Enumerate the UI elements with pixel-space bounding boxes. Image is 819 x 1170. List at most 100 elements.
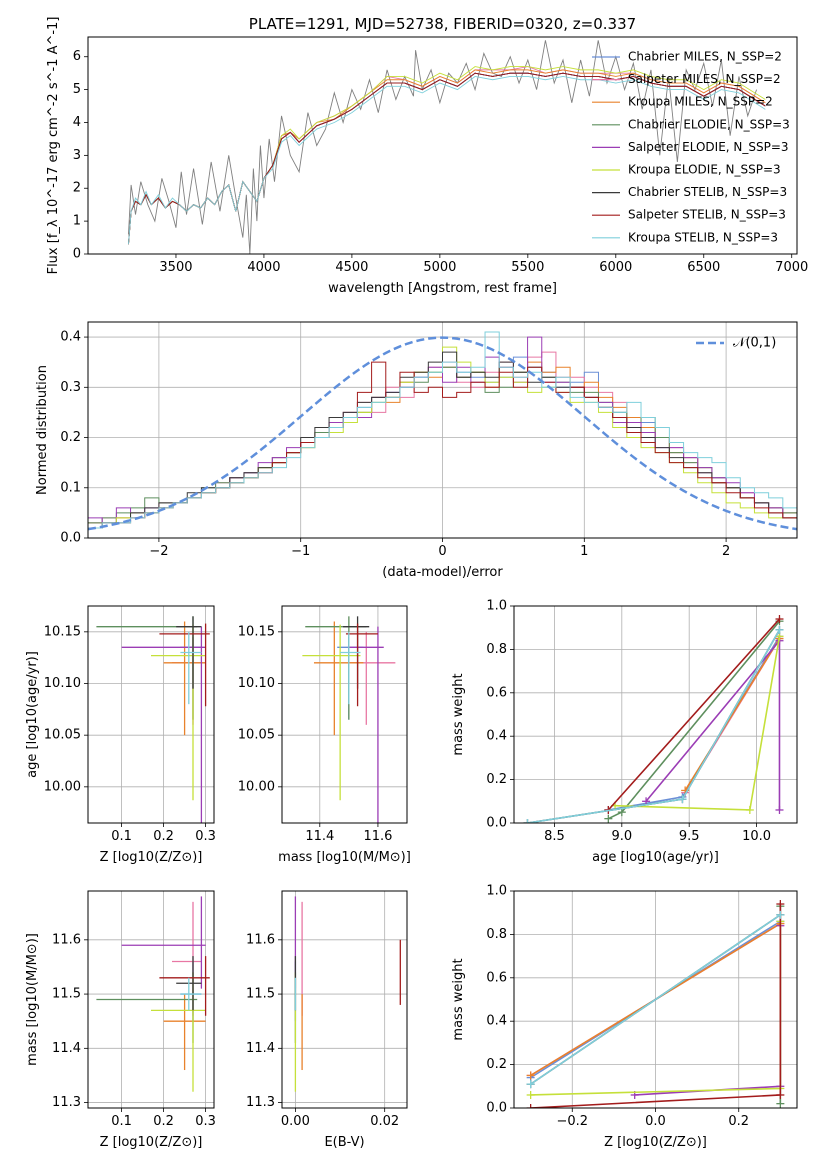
x-tick-label: 6500 — [687, 260, 720, 275]
y-tick-label: 10.00 — [44, 779, 81, 794]
mass-weight-line — [527, 629, 781, 823]
mass-vs-metallicity-panel: 0.1 0.2 0.3 11.3 11.4 11.5 11.6 Z [log10(Z/Z⊙)]… — [25, 890, 216, 1150]
legend-label: Kroupa ELODIE, N_SSP=3 — [628, 163, 781, 177]
y-tick-label: 0.6 — [486, 685, 507, 700]
x-tick-label: 10.0 — [742, 829, 771, 844]
plot-area — [526, 900, 785, 1108]
chart-title: PLATE=1291, MJD=52738, FIBERID=0320, z=0… — [249, 15, 636, 33]
x-axis-label: (data-model)/error — [382, 565, 503, 580]
mass-weight-vs-metallicity-panel: −0.2 0.0 0.2 0.0 0.2 0.4 0.6 0.8 1.0 Z [log10(Z/Z… — [451, 884, 798, 1150]
y-tick-label: 11.5 — [52, 987, 81, 1002]
plot-frame — [87, 890, 215, 1109]
x-tick-label: 0.1 — [111, 829, 132, 844]
y-tick-label: 11.6 — [246, 932, 275, 947]
y-tick-label: 0.0 — [486, 1101, 507, 1116]
x-tick-label: 0.2 — [153, 829, 174, 844]
legend-label: Chabrier STELIB, N_SSP=3 — [628, 185, 787, 199]
mass-weight-line — [615, 636, 781, 811]
x-tick-label: 5500 — [511, 260, 544, 275]
age-vs-mass-panel: 11.4 11.6 10.00 10.05 10.10 10.15 mass [log10(… — [238, 605, 411, 865]
plot-frame — [281, 890, 408, 1109]
x-tick-label: 9.0 — [611, 829, 632, 844]
residual-histogram-panel: −2 −1 0 1 2 0.0 0.1 0.2 0.3 0.4 (data-model)/error… — [35, 321, 798, 580]
observed-spectrum-line — [128, 40, 757, 254]
y-tick-label: 1 — [73, 214, 81, 229]
y-tick-label: 11.5 — [246, 987, 275, 1002]
y-tick-label: 0.2 — [486, 1057, 507, 1072]
y-tick-label: 10.10 — [238, 676, 275, 691]
plot-frame — [513, 605, 798, 824]
mass-weight-line — [530, 914, 781, 1085]
mass-weight-line — [527, 629, 781, 823]
y-tick-label: 0.2 — [486, 772, 507, 787]
x-tick-label: 0.02 — [370, 1114, 399, 1129]
plot-area — [128, 40, 766, 254]
mass-weight-line — [684, 638, 781, 791]
x-axis-label: Z [log10(Z/Z⊙)] — [604, 1135, 707, 1150]
mass-vs-extinction-panel: 0.00 0.02 11.3 11.4 11.5 11.6 E(B-V) — [246, 890, 408, 1150]
x-tick-label: 0.0 — [645, 1114, 666, 1129]
x-tick-label: 8.5 — [544, 829, 565, 844]
legend-label: Kroupa STELIB, N_SSP=3 — [628, 230, 778, 244]
plot-frame — [87, 605, 215, 824]
legend-label: Chabrier MILES, N_SSP=2 — [628, 50, 782, 64]
x-tick-label: 9.5 — [679, 829, 700, 844]
y-axis-label: mass weight — [451, 958, 466, 1040]
x-tick-label: 4000 — [247, 260, 280, 275]
plot-area — [523, 615, 784, 823]
y-tick-label: 1.0 — [486, 884, 507, 899]
x-axis-label: Z [log10(Z/Z⊙)] — [100, 1135, 203, 1150]
x-tick-label: 4500 — [335, 260, 368, 275]
y-tick-label: 0.0 — [486, 816, 507, 831]
x-axis-label: E(B-V) — [324, 1135, 364, 1150]
x-tick-label: 3500 — [159, 260, 192, 275]
x-tick-label: 0.3 — [195, 1114, 216, 1129]
y-tick-label: 5 — [73, 82, 81, 97]
x-axis-label: Z [log10(Z/Z⊙)] — [100, 850, 203, 865]
age-vs-metallicity-panel: 0.1 0.2 0.3 10.00 10.05 10.10 10.15 Z [log10(Z/… — [25, 605, 216, 865]
legend-label: Salpeter ELODIE, N_SSP=3 — [628, 140, 789, 154]
y-tick-label: 11.3 — [246, 1095, 275, 1110]
y-tick-label: 0.0 — [60, 531, 81, 546]
y-tick-label: 0.4 — [60, 330, 81, 345]
y-tick-label: 4 — [73, 115, 81, 130]
y-tick-label: 6 — [73, 49, 81, 64]
y-tick-label: 11.3 — [52, 1095, 81, 1110]
plot-frame — [513, 890, 798, 1109]
y-axis-label: Flux [f_λ 10^-17 erg cm^-2 s^-1 A^-1] — [46, 17, 61, 275]
legend-label: Salpeter MILES, N_SSP=2 — [628, 72, 781, 86]
x-tick-label: 0.00 — [281, 1114, 310, 1129]
y-tick-label: 0.1 — [60, 480, 81, 495]
y-tick-label: 10.15 — [44, 624, 81, 639]
y-tick-label: 0.3 — [60, 380, 81, 395]
y-tick-label: 10.00 — [238, 779, 275, 794]
y-tick-label: 0.4 — [486, 1014, 507, 1029]
plot-frame — [87, 36, 798, 255]
y-axis-label: mass weight — [451, 673, 466, 755]
plot-frame — [281, 605, 408, 824]
y-tick-label: 0.4 — [486, 729, 507, 744]
y-tick-label: 0.6 — [486, 970, 507, 985]
plot-area — [302, 616, 396, 823]
x-axis-label: mass [log10(M/M⊙)] — [278, 850, 411, 865]
x-tick-label: 7000 — [775, 260, 808, 275]
y-tick-label: 10.10 — [44, 676, 81, 691]
y-tick-label: 2 — [73, 181, 81, 196]
x-tick-label: 0.1 — [111, 1114, 132, 1129]
y-tick-label: 0.8 — [486, 642, 507, 657]
x-tick-label: −1 — [291, 544, 310, 559]
x-tick-label: 5000 — [423, 260, 456, 275]
x-tick-label: 1 — [580, 544, 588, 559]
plot-area — [294, 896, 401, 1092]
x-tick-label: 2 — [722, 544, 730, 559]
x-tick-label: 0 — [438, 544, 446, 559]
legend-label: 𝒩(0,1) — [733, 336, 776, 351]
x-axis-label: age [log10(age/yr)] — [592, 850, 719, 865]
spectrum-panel: 3500 4000 4500 5000 5500 6000 6500 7000 0 1 2 3 4 5 6 w… — [46, 15, 808, 296]
x-axis-label: wavelength [Angstrom, rest frame] — [328, 281, 557, 296]
y-axis-label: Normed distribution — [35, 365, 50, 495]
x-tick-label: 0.3 — [195, 829, 216, 844]
y-axis-label: age [log10(age/yr)] — [25, 651, 40, 778]
mass-weight-vs-age-panel: 8.5 9.0 9.5 10.0 0.0 0.2 0.4 0.6 0.8 1.0 age [log1… — [451, 599, 798, 865]
